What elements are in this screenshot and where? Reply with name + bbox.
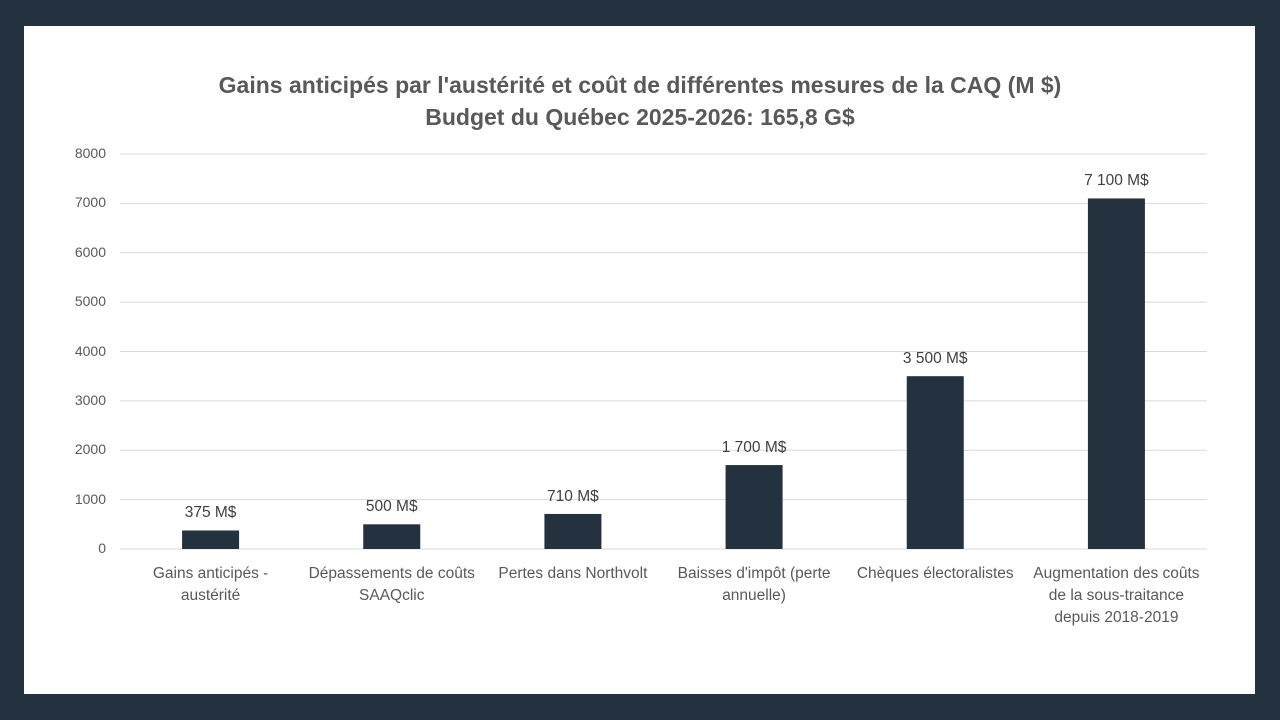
chart-subtitle: Budget du Québec 2025-2026: 165,8 G$ — [425, 104, 855, 130]
x-tick-label: Dépassements de coûts SAAQclic — [308, 565, 475, 604]
y-tick-label: 5000 — [74, 293, 106, 310]
x-tick-label: Gains anticipés - austérité — [152, 565, 269, 604]
data-label: 7 100 M$ — [1084, 172, 1149, 190]
y-tick-label: 1000 — [74, 490, 106, 507]
data-label: 710 M$ — [547, 487, 599, 505]
x-tick-label: Chèques électoralistes — [856, 565, 1014, 582]
chart-title: Gains anticipés par l'austérité et coût … — [218, 72, 1062, 98]
chart-card — [24, 26, 1255, 694]
y-tick-label: 0 — [98, 540, 106, 556]
bar — [725, 465, 783, 549]
bar — [182, 530, 240, 549]
data-label: 375 M$ — [184, 504, 237, 522]
bar — [1087, 198, 1145, 549]
bar — [906, 376, 964, 549]
y-tick-label: 3000 — [74, 391, 106, 408]
data-label: 500 M$ — [365, 498, 418, 516]
y-tick-label: 8000 — [74, 145, 106, 161]
x-tick-label: Baisses d'impôt (perte annuelle) — [677, 565, 831, 604]
data-label: 1 700 M$ — [721, 439, 787, 457]
y-tick-label: 2000 — [74, 441, 106, 458]
bar — [363, 524, 421, 549]
bar — [544, 513, 602, 549]
data-label: 3 500 M$ — [902, 350, 968, 368]
y-tick-label: 7000 — [74, 194, 106, 211]
y-tick-label: 6000 — [74, 243, 106, 260]
x-tick-label: Pertes dans Northvolt — [498, 565, 648, 582]
x-tick-label: Augmentation des coûts de la sous-traita… — [1033, 565, 1200, 626]
y-tick-label: 4000 — [74, 342, 106, 359]
